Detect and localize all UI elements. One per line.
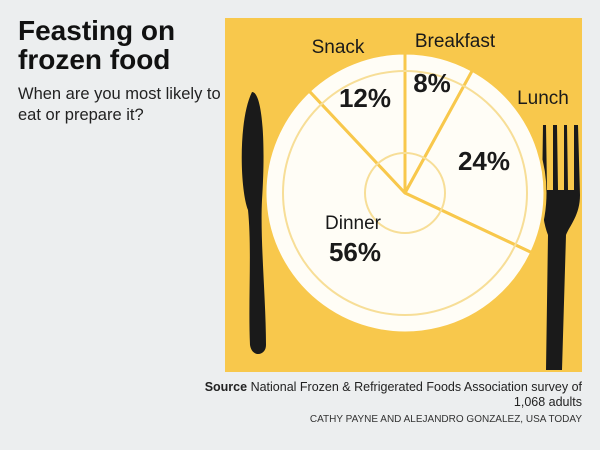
plate-ring [282, 70, 528, 316]
slice-name: Lunch [517, 88, 569, 109]
source-text: National Frozen & Refrigerated Foods Ass… [250, 380, 582, 409]
value-label: 56% [329, 237, 381, 267]
credit: CATHY PAYNE AND ALEJANDRO GONZALEZ, USA … [309, 414, 582, 425]
slice-name: Dinner [325, 213, 382, 234]
source-label: Source [204, 380, 248, 394]
source: Source National Frozen & Refrigerated Fo… [202, 380, 582, 410]
knife [241, 92, 266, 355]
slice-name: Breakfast [415, 31, 496, 52]
value-label: 8% [413, 68, 451, 98]
value-label: 12% [339, 83, 391, 113]
chart-subtitle: When are you most likely to eat or prepa… [18, 85, 221, 124]
value-label: 24% [458, 146, 510, 176]
pie-slice [307, 51, 407, 195]
plate-center [364, 152, 446, 234]
fork [542, 125, 580, 370]
chart-title: Feasting on frozen food [18, 15, 176, 75]
pie-slice [403, 68, 547, 255]
slice-name: Snack [312, 37, 365, 58]
pie-slice [263, 89, 534, 335]
